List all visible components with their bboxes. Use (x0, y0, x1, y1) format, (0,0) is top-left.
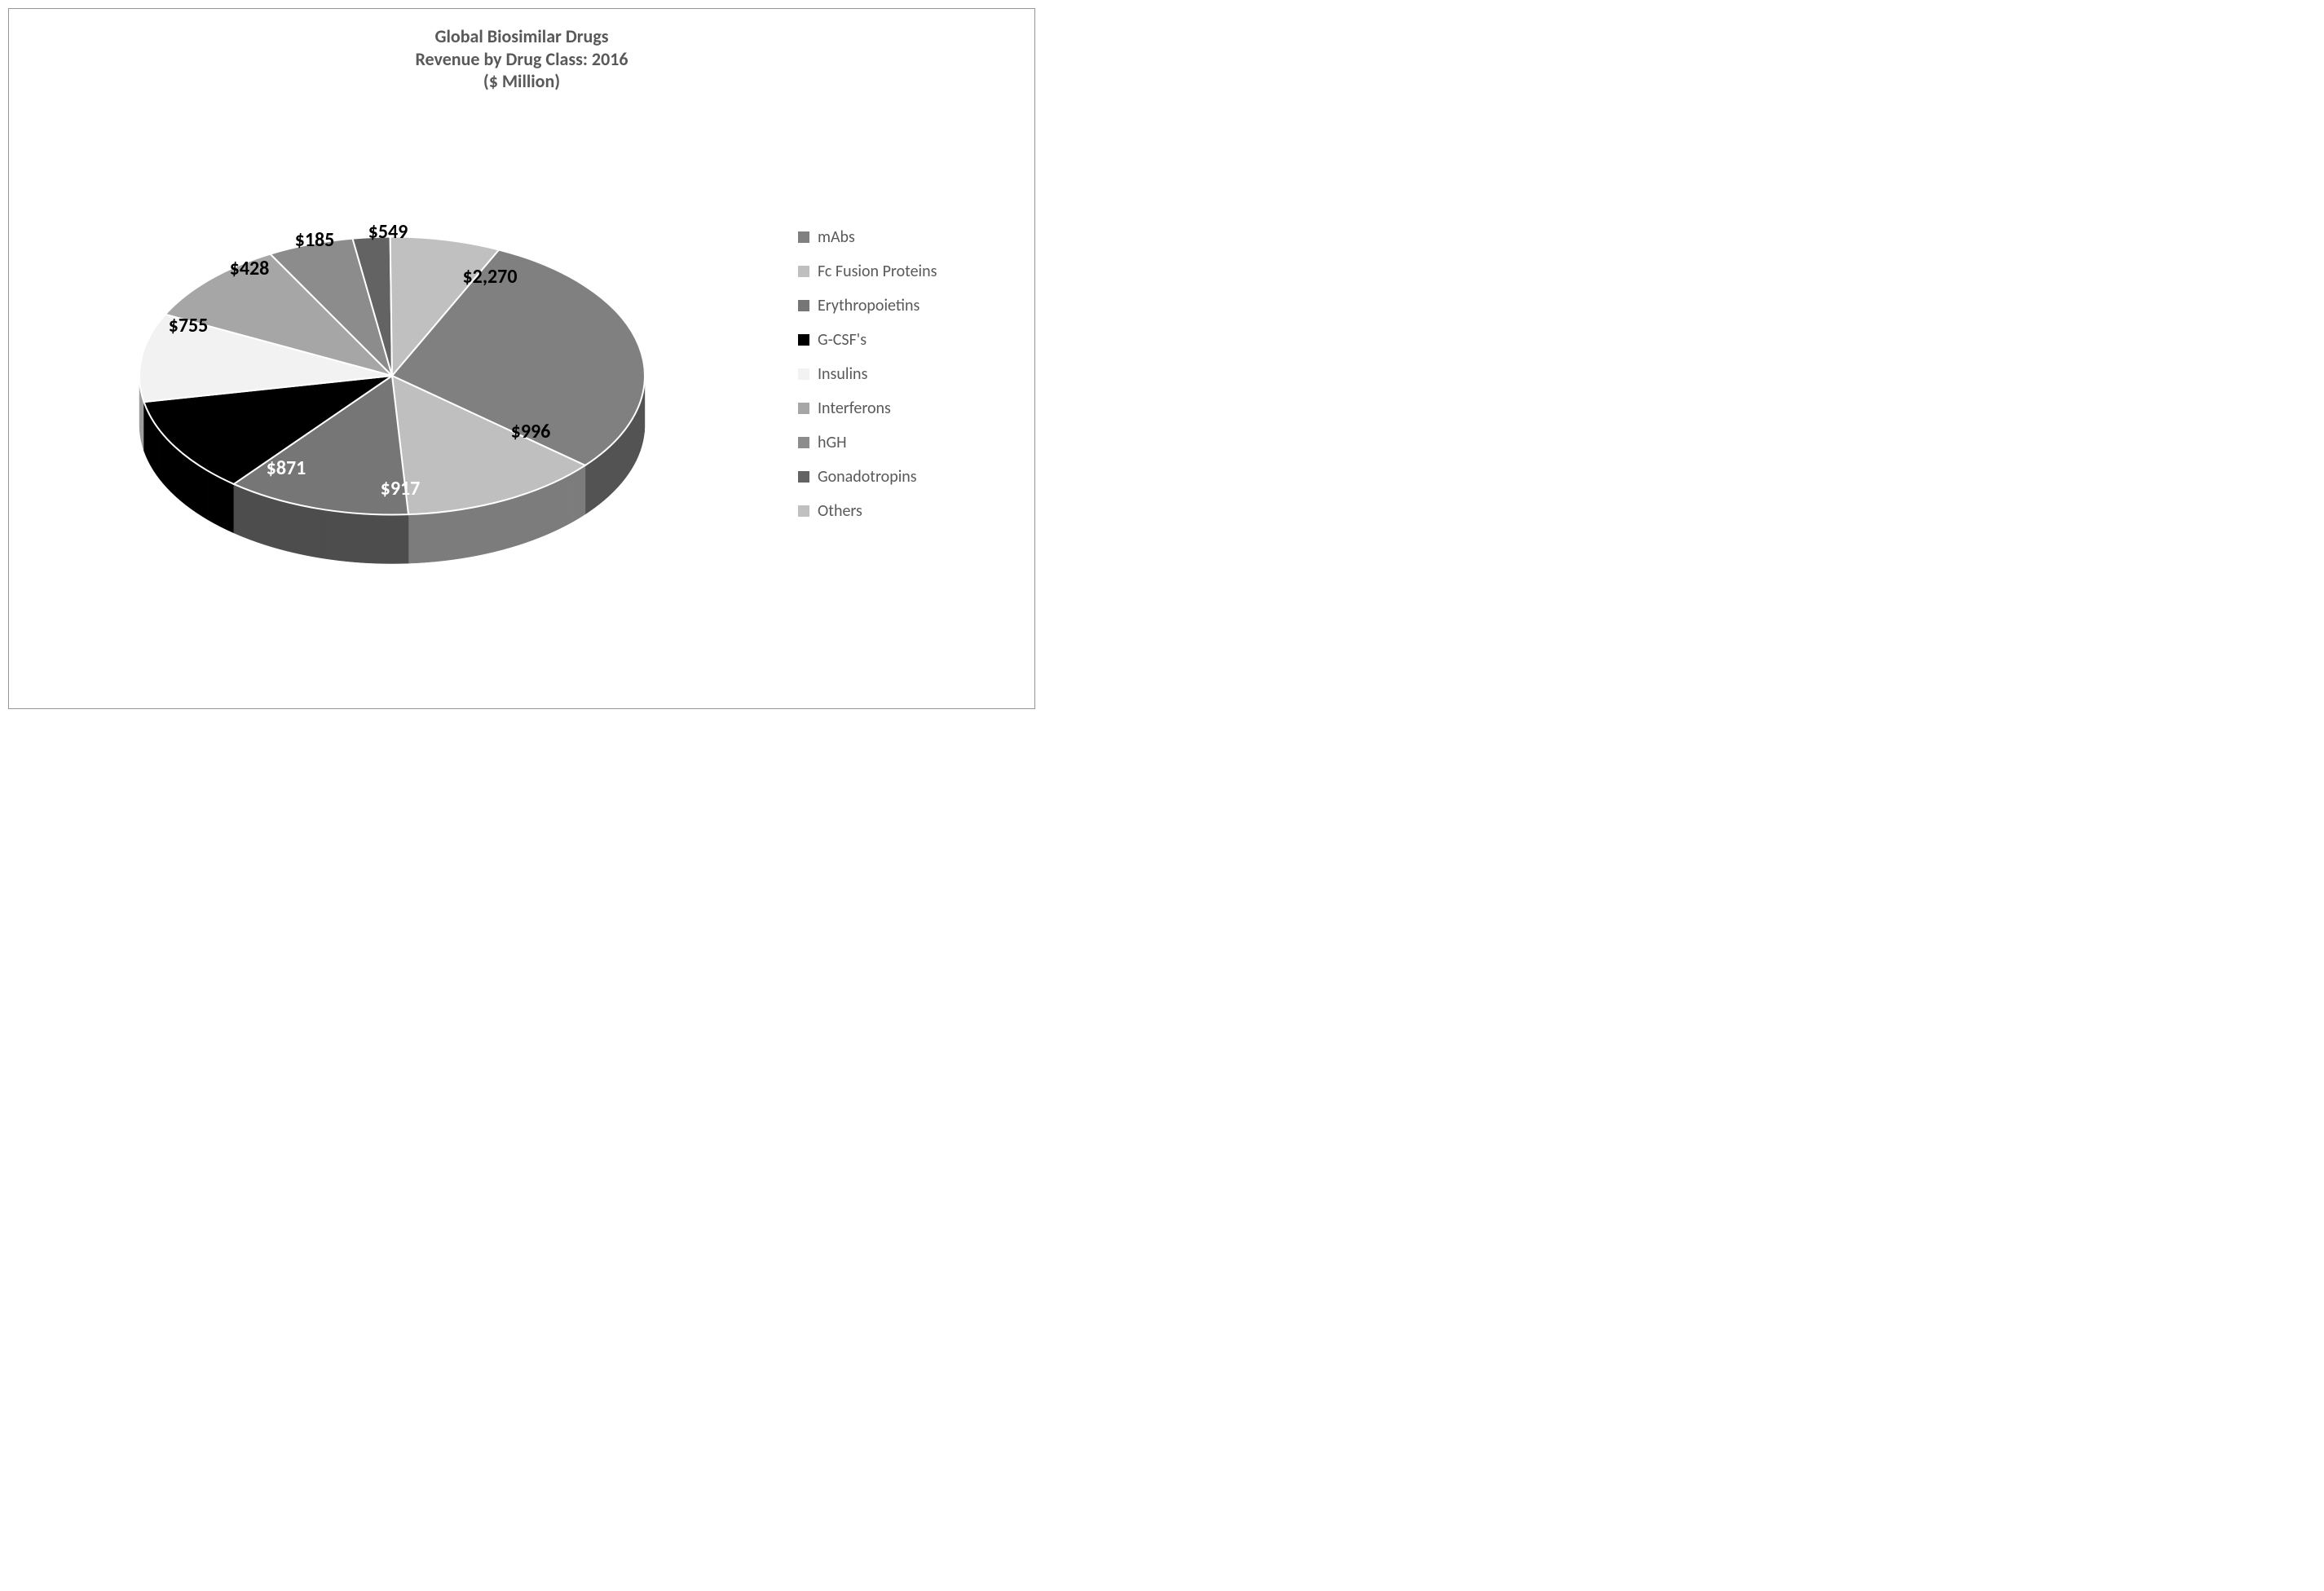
legend-label: Fc Fusion Proteins (818, 262, 937, 281)
legend-item: hGH (798, 433, 1010, 452)
legend-swatch (798, 368, 809, 380)
legend-label: Erythropoietins (818, 296, 919, 315)
title-line-3: ($ Million) (9, 70, 1034, 93)
legend-swatch (798, 403, 809, 414)
legend-swatch (798, 231, 809, 243)
pie-slice-label: $917 (381, 477, 421, 500)
title-line-2: Revenue by Drug Class: 2016 (9, 48, 1034, 71)
legend-swatch (798, 471, 809, 483)
pie-slice-label: $800 (177, 395, 217, 419)
pie-chart: $2,270 $996 $917 $871 $800 $755 $428 $185 $549 (58, 123, 726, 661)
pie-slice-label: $549 (368, 220, 408, 244)
legend-swatch (798, 505, 809, 517)
legend-item: Gonadotropins (798, 467, 1010, 487)
pie-slice-label: $185 (295, 228, 335, 252)
legend-item: Interferons (798, 399, 1010, 418)
chart-title: Global Biosimilar Drugs Revenue by Drug … (9, 25, 1034, 93)
legend-item: Fc Fusion Proteins (798, 262, 1010, 281)
legend-label: Insulins (818, 364, 867, 384)
title-line-1: Global Biosimilar Drugs (9, 25, 1034, 48)
legend-item: Insulins (798, 364, 1010, 384)
pie-slice-label: $2,270 (462, 265, 517, 289)
legend-item: Erythropoietins (798, 296, 1010, 315)
legend-item: G-CSF's (798, 330, 1010, 350)
legend: mAbs Fc Fusion Proteins Erythropoietins G-C… (798, 213, 1010, 535)
legend-item: mAbs (798, 227, 1010, 247)
legend-swatch (798, 334, 809, 346)
pie-svg: $2,270 $996 $917 $871 $800 $755 $428 $185 $549 (58, 123, 726, 661)
legend-item: Others (798, 501, 1010, 521)
legend-label: hGH (818, 433, 847, 452)
legend-label: Gonadotropins (818, 467, 917, 487)
pie-slice-label: $871 (267, 456, 306, 480)
legend-label: mAbs (818, 227, 855, 247)
legend-swatch (798, 437, 809, 448)
pie-slice-label: $755 (169, 314, 209, 337)
chart-frame: Global Biosimilar Drugs Revenue by Drug … (8, 8, 1035, 709)
legend-swatch (798, 300, 809, 311)
legend-label: Others (818, 501, 862, 521)
pie-slice-label: $428 (230, 257, 270, 280)
pie-slice-label: $996 (511, 420, 551, 443)
legend-swatch (798, 266, 809, 277)
legend-label: G-CSF's (818, 330, 867, 350)
pie-top (139, 237, 645, 515)
legend-label: Interferons (818, 399, 891, 418)
